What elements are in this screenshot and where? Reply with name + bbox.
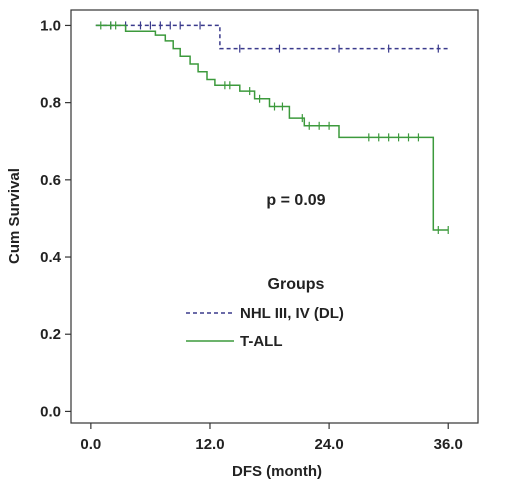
legend-label-tall: T-ALL: [240, 333, 283, 350]
y-tick-label: 0.2: [40, 326, 61, 343]
x-tick-label: 36.0: [434, 436, 463, 453]
p-value-annotation: p = 0.09: [266, 192, 325, 209]
y-tick-label: 1.0: [40, 17, 61, 34]
x-tick-label: 0.0: [80, 436, 101, 453]
series-line-1: [95, 24, 449, 231]
legend-title: Groups: [268, 276, 325, 293]
legend: Groups NHL III, IV (DL) T-ALL: [186, 276, 344, 350]
y-tick-label: 0.4: [40, 249, 62, 266]
x-tick-label: 24.0: [314, 436, 343, 453]
x-tick-label: 12.0: [195, 436, 224, 453]
series-line-0: [95, 24, 449, 50]
y-axis-title: Cum Survival: [6, 168, 23, 264]
legend-label-nhl: NHL III, IV (DL): [240, 305, 344, 322]
y-tick-label: 0.8: [40, 95, 61, 112]
series-layer: [95, 21, 449, 235]
x-axis: 0.0 12.0 24.0 36.0: [80, 423, 463, 453]
x-axis-title: DFS (month): [232, 463, 322, 480]
y-axis: 0.0 0.2 0.4 0.6 0.8 1.0: [40, 17, 71, 420]
y-tick-label: 0.6: [40, 172, 61, 189]
plot-frame: [70, 9, 479, 424]
y-tick-label: 0.0: [40, 403, 61, 420]
